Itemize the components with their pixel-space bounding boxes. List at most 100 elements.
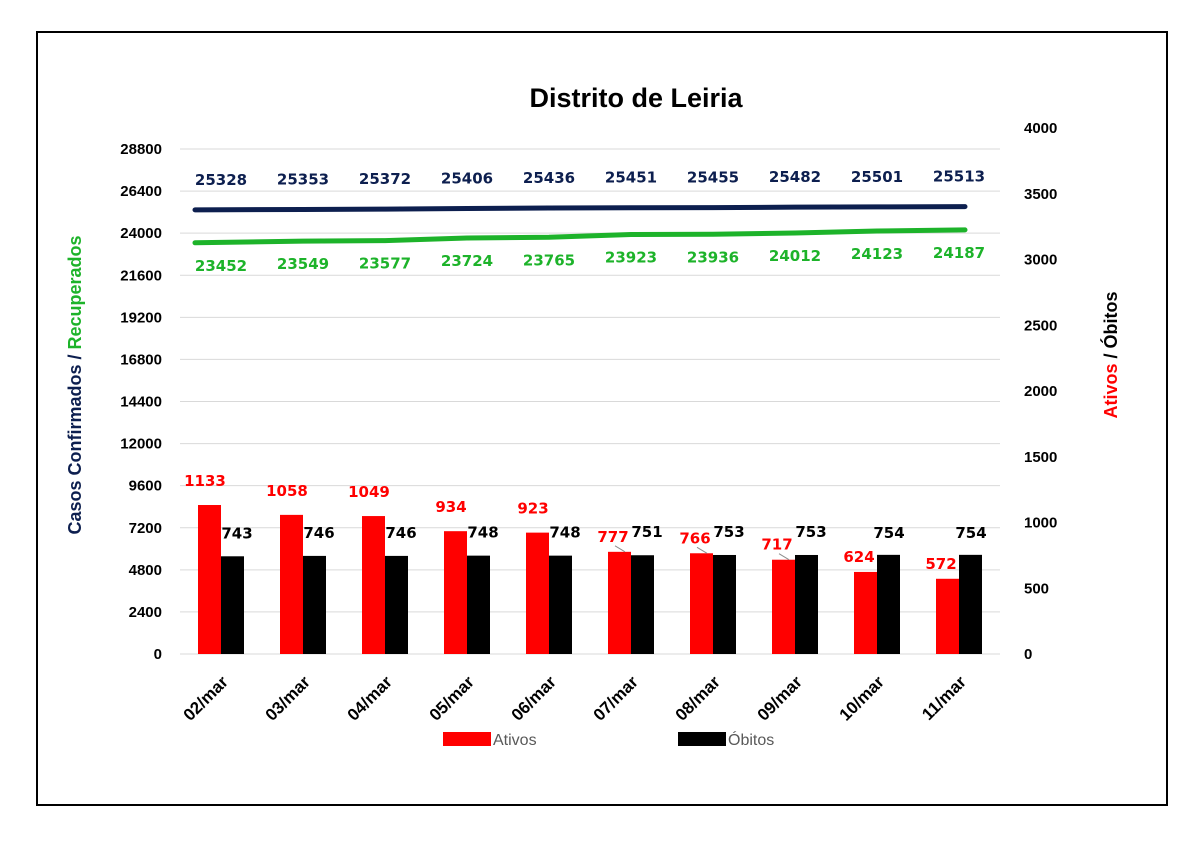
data-label-obitos: 753 — [795, 523, 826, 541]
data-label-casos: 25455 — [687, 169, 739, 187]
bar-obitos — [877, 554, 900, 654]
legend: Ativos Óbitos — [443, 730, 774, 749]
data-label-recuperados: 23549 — [277, 255, 329, 273]
right-axis-title-part2: Óbitos — [1100, 291, 1121, 348]
data-label-recuperados: 23452 — [195, 257, 247, 275]
bar-obitos — [549, 555, 572, 654]
data-label-casos: 25501 — [851, 168, 903, 186]
label-leader-line — [696, 546, 708, 554]
left-axis-title-part1: Casos Confirmados — [65, 365, 85, 535]
right-tick-label: 3000 — [1024, 252, 1057, 269]
chart-title: Distrito de Leiria — [529, 83, 743, 113]
data-label-recuperados: 24123 — [851, 245, 903, 263]
category-label: 05/mar — [426, 672, 478, 724]
bar-obitos — [385, 555, 408, 654]
category-label: 04/mar — [344, 672, 396, 724]
category-label: 06/mar — [508, 672, 560, 724]
data-label-ativos: 572 — [925, 555, 956, 573]
legend-swatch-obitos — [678, 732, 726, 746]
bar-ativos — [198, 505, 221, 654]
right-tick-label: 0 — [1024, 646, 1032, 663]
data-label-ativos: 1058 — [266, 482, 308, 500]
data-label-ativos: 624 — [843, 548, 874, 566]
data-label-obitos: 748 — [549, 524, 580, 542]
data-label-obitos: 753 — [713, 523, 744, 541]
category-label: 07/mar — [590, 672, 642, 724]
bar-obitos — [303, 555, 326, 654]
data-label-ativos: 934 — [435, 498, 466, 516]
data-label-obitos: 751 — [631, 523, 662, 541]
category-label: 10/mar — [836, 672, 888, 724]
bar-ativos — [936, 578, 959, 654]
data-label-obitos: 754 — [873, 524, 904, 542]
right-tick-label: 2500 — [1024, 317, 1057, 334]
bar-ativos — [690, 553, 713, 654]
right-tick-label: 4000 — [1024, 120, 1057, 137]
data-label-casos: 25406 — [441, 170, 493, 188]
label-leader-line — [614, 545, 626, 553]
category-label: 09/mar — [754, 672, 806, 724]
bar-obitos — [713, 554, 736, 654]
left-tick-label: 9600 — [129, 478, 162, 495]
right-tick-label: 3500 — [1024, 186, 1057, 203]
data-label-ativos: 1133 — [184, 472, 226, 490]
data-label-casos: 25436 — [523, 169, 575, 187]
left-tick-label: 21600 — [120, 267, 162, 284]
left-tick-label: 4800 — [129, 562, 162, 579]
data-label-casos: 25328 — [195, 171, 247, 189]
left-tick-label: 26400 — [120, 183, 162, 200]
data-label-recuperados: 23577 — [359, 255, 411, 273]
bar-ativos — [854, 571, 877, 654]
data-label-casos: 25482 — [769, 168, 821, 186]
data-label-recuperados: 24187 — [933, 244, 985, 262]
bar-obitos — [959, 554, 982, 654]
left-tick-label: 19200 — [120, 309, 162, 326]
left-tick-label: 14400 — [120, 394, 162, 411]
category-label: 11/mar — [918, 672, 970, 724]
data-label-obitos: 746 — [303, 524, 334, 542]
data-label-recuperados: 23724 — [441, 252, 493, 270]
legend-label-obitos: Óbitos — [728, 730, 774, 749]
data-label-ativos: 717 — [761, 536, 792, 554]
data-label-casos: 25372 — [359, 170, 411, 188]
category-label: 03/mar — [262, 672, 314, 724]
bar-obitos — [795, 554, 818, 654]
left-tick-label: 12000 — [120, 436, 162, 453]
series-lines — [192, 204, 968, 246]
category-label: 02/mar — [180, 672, 232, 724]
data-label-ativos: 766 — [679, 529, 710, 547]
data-label-ativos: 923 — [517, 500, 548, 518]
data-label-recuperados: 23923 — [605, 249, 657, 267]
bar-ativos — [444, 531, 467, 654]
legend-swatch-ativos — [443, 732, 491, 746]
right-axis-title-part1: Ativos — [1101, 364, 1121, 419]
data-label-casos: 25451 — [605, 169, 657, 187]
bar-obitos — [221, 556, 244, 654]
right-axis-title-sep: / — [1101, 348, 1121, 363]
data-label-casos: 25353 — [277, 170, 329, 188]
bar-ativos — [608, 551, 631, 654]
data-label-ativos: 777 — [597, 528, 628, 546]
left-axis-title-sep: / — [65, 349, 85, 364]
data-label-obitos: 743 — [221, 524, 252, 542]
left-tick-label: 7200 — [129, 520, 162, 537]
data-label-casos: 25513 — [933, 168, 985, 186]
left-axis-title: Casos Confirmados / Recuperados — [65, 235, 85, 534]
line-casos-confirmados — [192, 204, 968, 213]
left-tick-label: 28800 — [120, 141, 162, 158]
data-label-obitos: 748 — [467, 524, 498, 542]
right-tick-label: 1500 — [1024, 449, 1057, 466]
bar-ativos — [362, 516, 385, 654]
chart-frame — [36, 31, 1168, 806]
right-axis-title: Ativos / Óbitos — [1100, 291, 1121, 418]
bar-ativos — [772, 559, 795, 654]
bar-obitos — [467, 555, 490, 654]
data-label-recuperados: 23936 — [687, 248, 739, 266]
left-tick-label: 0 — [154, 646, 162, 663]
data-label-obitos: 754 — [955, 524, 986, 542]
data-label-ativos: 1049 — [348, 483, 390, 501]
right-tick-label: 1000 — [1024, 515, 1057, 532]
right-tick-label: 2000 — [1024, 383, 1057, 400]
